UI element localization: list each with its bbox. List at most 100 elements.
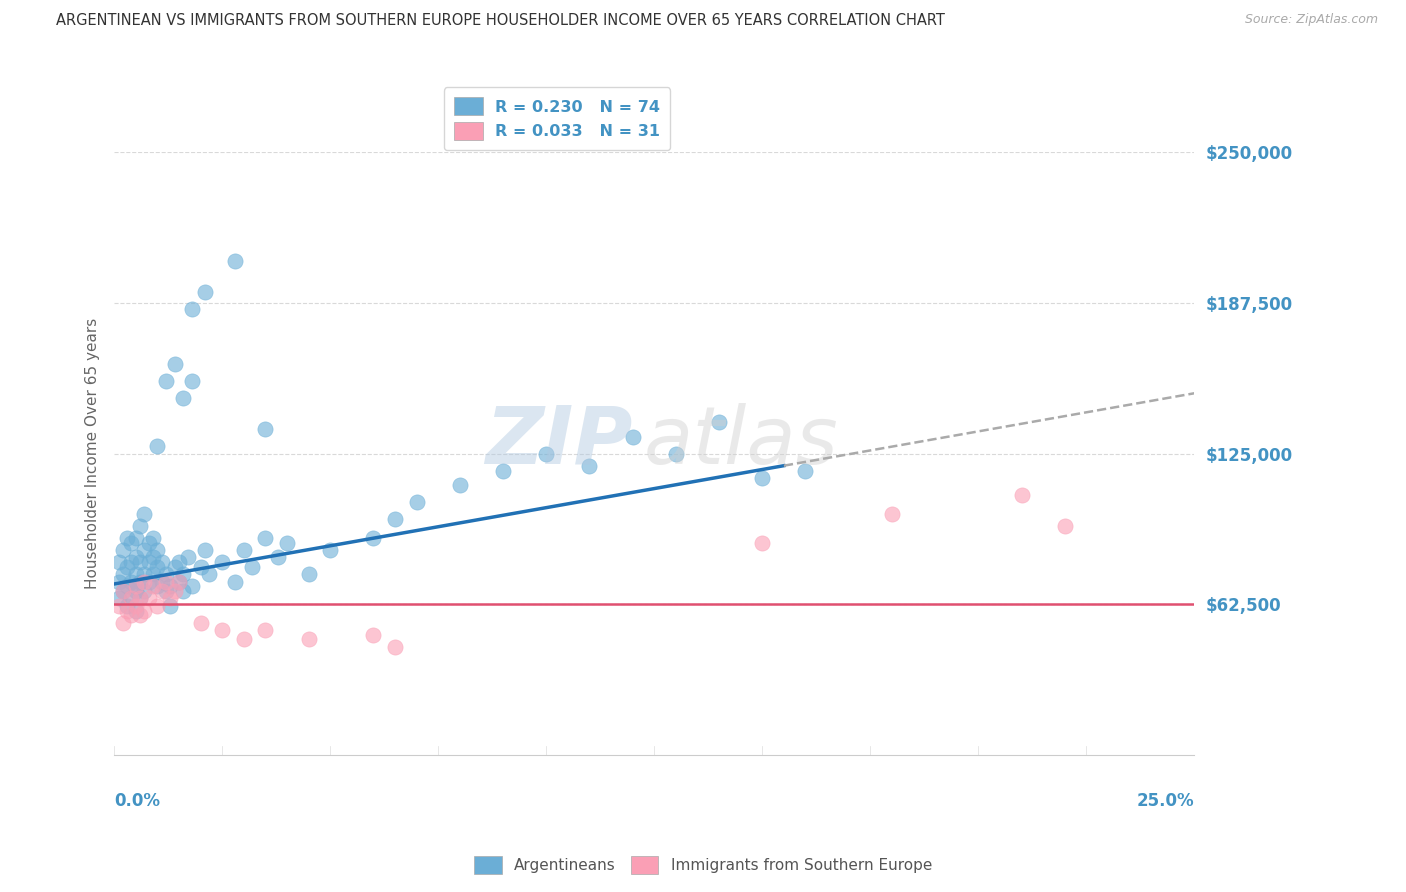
Point <box>254 531 277 545</box>
Point <box>129 574 152 589</box>
Point <box>115 579 138 593</box>
Point <box>142 531 165 545</box>
Point <box>155 584 177 599</box>
Point <box>194 543 217 558</box>
Point <box>129 555 152 569</box>
Point <box>449 478 471 492</box>
Point <box>146 439 169 453</box>
Point <box>134 574 156 589</box>
Point <box>107 574 129 589</box>
Text: 0.0%: 0.0% <box>114 791 160 810</box>
Point <box>125 584 148 599</box>
Point <box>121 574 143 589</box>
Text: ARGENTINEAN VS IMMIGRANTS FROM SOUTHERN EUROPE HOUSEHOLDER INCOME OVER 65 YEARS : ARGENTINEAN VS IMMIGRANTS FROM SOUTHERN … <box>56 13 945 29</box>
Point <box>297 567 319 582</box>
Point <box>319 543 342 558</box>
Point <box>150 574 173 589</box>
Point <box>194 285 217 299</box>
Y-axis label: Householder Income Over 65 years: Householder Income Over 65 years <box>86 318 100 590</box>
Point <box>159 591 181 606</box>
Point <box>198 567 221 582</box>
Point <box>129 591 152 606</box>
Point <box>111 567 134 582</box>
Point <box>297 632 319 647</box>
Point <box>111 543 134 558</box>
Point <box>125 550 148 565</box>
Point <box>107 591 129 606</box>
Point <box>492 463 515 477</box>
Point <box>125 579 148 593</box>
Point <box>125 531 148 545</box>
Point <box>254 623 277 637</box>
Point <box>363 531 385 545</box>
Point <box>134 584 156 599</box>
Point <box>134 543 156 558</box>
Point <box>172 391 194 405</box>
Point <box>267 550 290 565</box>
Point <box>115 560 138 574</box>
Point <box>121 536 143 550</box>
Point <box>107 555 129 569</box>
Point <box>190 615 212 630</box>
Point <box>232 543 254 558</box>
Point <box>121 591 143 606</box>
Legend: R = 0.230   N = 74, R = 0.033   N = 31: R = 0.230 N = 74, R = 0.033 N = 31 <box>444 87 669 150</box>
Point <box>121 555 143 569</box>
Point <box>384 640 406 654</box>
Point <box>150 584 173 599</box>
Point <box>134 603 156 617</box>
Point <box>621 430 644 444</box>
Point <box>146 543 169 558</box>
Point <box>167 574 190 589</box>
Point <box>578 458 600 473</box>
Point <box>536 447 558 461</box>
Point <box>172 584 194 599</box>
Point <box>159 599 181 613</box>
Point <box>125 579 148 593</box>
Point <box>111 584 134 599</box>
Point <box>115 531 138 545</box>
Point <box>125 603 148 617</box>
Point <box>167 574 190 589</box>
Point <box>707 415 730 429</box>
Text: 25.0%: 25.0% <box>1136 791 1194 810</box>
Point <box>794 463 817 477</box>
Point <box>142 579 165 593</box>
Point <box>405 495 427 509</box>
Point <box>181 374 204 388</box>
Point <box>155 374 177 388</box>
Point <box>115 599 138 613</box>
Point <box>150 555 173 569</box>
Point <box>125 567 148 582</box>
Point <box>146 579 169 593</box>
Text: ZIP: ZIP <box>485 402 633 481</box>
Point <box>384 512 406 526</box>
Point <box>242 560 264 574</box>
Point <box>155 574 177 589</box>
Point <box>163 584 186 599</box>
Point <box>176 550 198 565</box>
Point <box>276 536 298 550</box>
Point <box>121 608 143 623</box>
Point <box>1011 488 1033 502</box>
Point <box>211 555 233 569</box>
Point <box>232 632 254 647</box>
Point <box>142 550 165 565</box>
Point <box>138 536 160 550</box>
Text: Source: ZipAtlas.com: Source: ZipAtlas.com <box>1244 13 1378 27</box>
Point <box>146 599 169 613</box>
Point <box>880 507 903 521</box>
Point <box>751 536 773 550</box>
Point <box>142 567 165 582</box>
Point <box>190 560 212 574</box>
Point <box>146 560 169 574</box>
Point <box>254 422 277 436</box>
Point <box>111 584 134 599</box>
Point <box>134 567 156 582</box>
Point <box>138 555 160 569</box>
Point <box>211 623 233 637</box>
Point <box>167 555 190 569</box>
Point <box>155 567 177 582</box>
Point <box>363 627 385 641</box>
Point <box>224 253 246 268</box>
